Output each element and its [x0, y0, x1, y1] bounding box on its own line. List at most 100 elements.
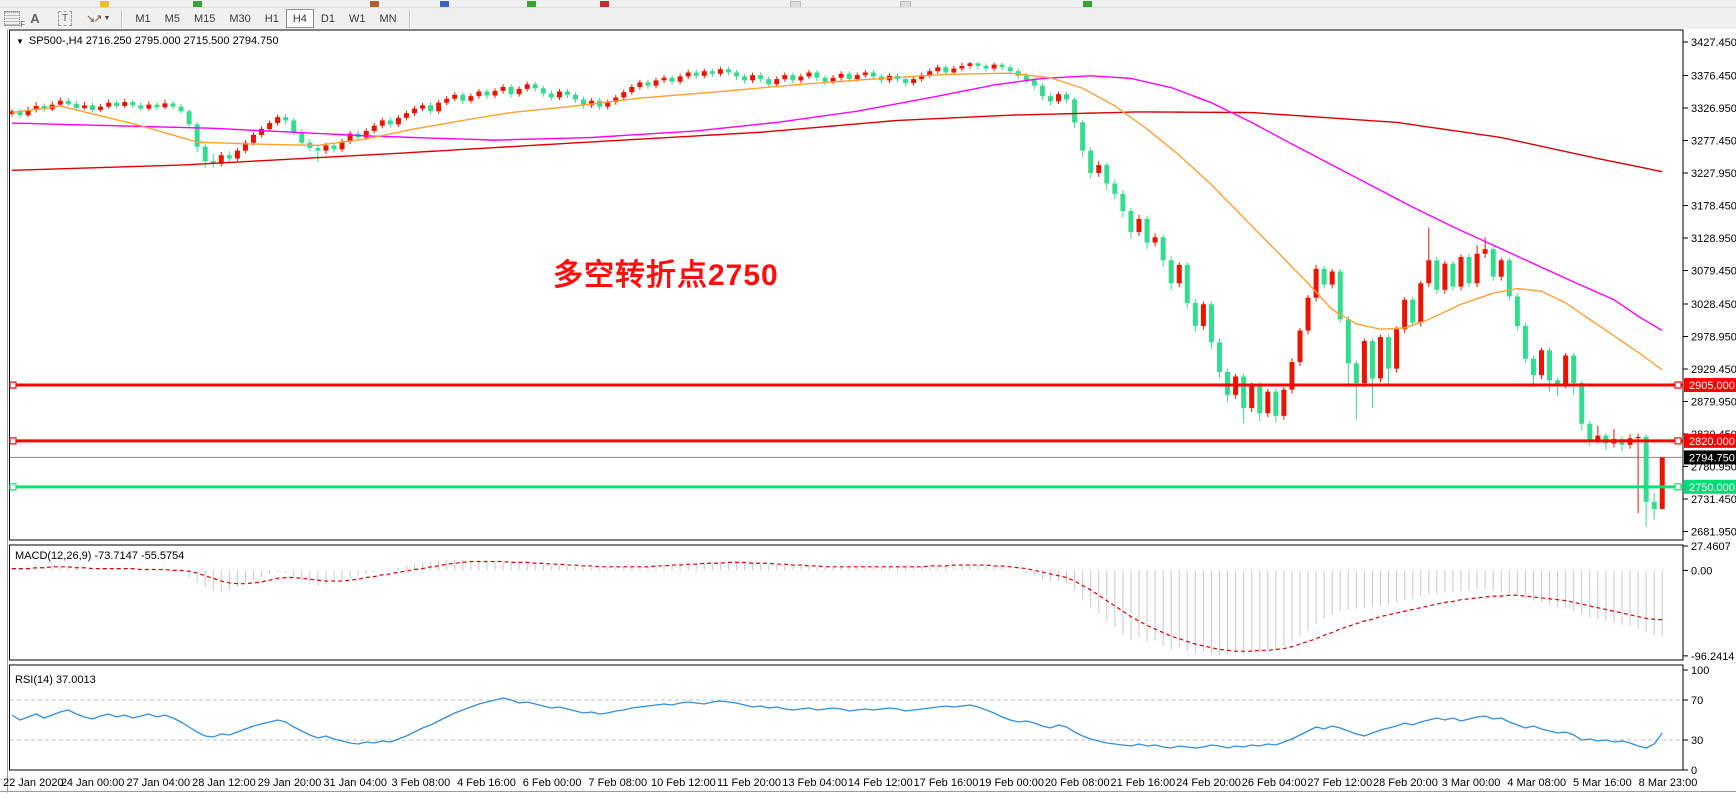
timeframe-button-m1[interactable]: M1	[135, 12, 151, 25]
time-axis-label[interactable]: 3 Mar 00:00	[1442, 777, 1501, 789]
candle-body	[1208, 304, 1214, 343]
time-axis-label[interactable]: 4 Feb 16:00	[457, 777, 516, 789]
price-axis-label: 3277.450	[1691, 135, 1736, 147]
price-axis-label: 2681.950	[1691, 526, 1736, 538]
candle-body	[556, 91, 562, 98]
symbol-dropdown-icon[interactable]: ▼	[16, 37, 24, 46]
hline-handle[interactable]	[9, 437, 17, 445]
time-axis-label[interactable]: 3 Feb 08:00	[391, 777, 450, 789]
candle-body	[540, 88, 546, 94]
time-axis-label[interactable]: 31 Jan 04:00	[323, 777, 387, 789]
time-axis-label[interactable]: 10 Feb 12:00	[651, 777, 716, 789]
time-axis-label[interactable]: 20 Feb 08:00	[1045, 777, 1110, 789]
candle-body	[685, 72, 691, 77]
candle-body	[33, 105, 39, 110]
time-axis-label[interactable]: 8 Mar 23:00	[1639, 777, 1698, 789]
time-axis-label[interactable]: 22 Jan 2020	[3, 777, 64, 789]
candle-body	[1152, 237, 1158, 243]
candle-body	[983, 65, 989, 69]
candle-body	[226, 155, 232, 159]
time-axis-label[interactable]: 28 Feb 20:00	[1373, 777, 1438, 789]
time-axis-label[interactable]: 24 Feb 20:00	[1176, 777, 1241, 789]
candle-body	[1442, 263, 1448, 290]
rsi-line	[11, 697, 1663, 749]
hline-handle[interactable]	[1674, 381, 1682, 389]
hline-handle[interactable]	[9, 381, 17, 389]
candle-body	[991, 64, 997, 69]
candle-body	[1217, 342, 1222, 372]
time-axis-label[interactable]: 28 Jan 12:00	[192, 777, 256, 789]
candle-body	[444, 98, 450, 103]
clipped-icon	[790, 1, 801, 7]
chart-annotation-text[interactable]: 多空转折点2750	[553, 259, 779, 292]
time-axis-label[interactable]: 6 Feb 00:00	[523, 777, 582, 789]
timeframe-button-d1[interactable]: D1	[320, 12, 335, 25]
timeframe-button-h4[interactable]: H4	[285, 9, 314, 28]
timeframe-button-h1[interactable]: H1	[264, 12, 279, 25]
rsi-axis-label: 100	[1691, 665, 1709, 677]
time-axis-label[interactable]: 14 Feb 12:00	[848, 777, 913, 789]
time-axis-label[interactable]: 11 Feb 20:00	[717, 777, 781, 789]
time-axis-label[interactable]: 7 Feb 08:00	[588, 777, 647, 789]
timeframe-button-m5[interactable]: M5	[164, 12, 180, 25]
timeframe-button-w1[interactable]: W1	[348, 12, 366, 25]
price-badge-text: 2905.000	[1689, 380, 1735, 392]
macd-axis-label: -96.2414	[1691, 651, 1734, 663]
text-label-tool-button[interactable]: A	[30, 11, 40, 26]
candle-body	[677, 76, 683, 82]
candle-body	[838, 73, 844, 78]
candle-body	[862, 72, 868, 76]
candle-body	[331, 145, 337, 150]
candle-body	[1587, 423, 1593, 440]
text-box-tool-button[interactable]: T	[51, 9, 79, 28]
time-axis-label[interactable]: 21 Feb 16:00	[1110, 777, 1175, 789]
time-axis-label[interactable]: 29 Jan 20:00	[258, 777, 322, 789]
candle-body	[1369, 341, 1375, 379]
timeframe-button-m30[interactable]: M30	[229, 12, 251, 25]
candle-body	[693, 72, 699, 76]
candle-body	[1072, 99, 1078, 123]
candle-body	[1007, 67, 1013, 72]
candle-body	[1386, 337, 1392, 369]
candle-body	[1434, 260, 1440, 290]
chart-window: 3427.450 3376.450 3326.950 3277.450 3227.950…	[0, 29, 1736, 793]
timeframe-button-m15[interactable]: M15	[193, 12, 216, 25]
macd-plot-frame	[9, 544, 1684, 661]
candle-body	[122, 102, 128, 106]
candle-body	[492, 90, 498, 96]
candle-body	[1241, 376, 1247, 409]
time-axis-label[interactable]: 4 Mar 08:00	[1507, 777, 1566, 789]
candle-body	[613, 97, 619, 103]
main-plot-frame	[9, 29, 1684, 541]
candle-body	[508, 86, 514, 95]
hline-handle[interactable]	[9, 483, 17, 491]
candle-body	[959, 65, 965, 69]
time-axis-label[interactable]: 13 Feb 04:00	[782, 777, 847, 789]
candle-body	[242, 142, 248, 151]
symbol-ohlc-label[interactable]: ▼ SP500-,H4 2716.250 2795.000 2715.500 27…	[16, 35, 279, 47]
time-axis-label[interactable]: 24 Jan 00:00	[61, 777, 125, 789]
hline-handle[interactable]	[1674, 437, 1682, 445]
candle-body	[299, 132, 305, 143]
candle-body	[178, 106, 184, 112]
crosshair-grid-icon[interactable]: F	[4, 11, 25, 29]
candle-body	[1031, 80, 1037, 86]
price-axis-label: 3376.450	[1691, 70, 1736, 82]
time-axis-label[interactable]: 17 Feb 16:00	[914, 777, 979, 789]
candle-body	[186, 111, 192, 125]
candle-body	[194, 124, 200, 147]
time-axis-label[interactable]: 27 Jan 04:00	[126, 777, 190, 789]
candle-body	[1120, 193, 1126, 212]
arrow-objects-button[interactable]: ↘↗ ▼	[81, 9, 115, 28]
chart-canvas[interactable]: 3427.450 3376.450 3326.950 3277.450 3227.950…	[0, 29, 1736, 793]
candle-body	[65, 100, 71, 105]
hline-handle[interactable]	[1674, 483, 1682, 491]
time-axis-label[interactable]: 19 Feb 00:00	[979, 777, 1044, 789]
candle-body	[436, 102, 442, 112]
candle-body	[403, 113, 409, 118]
timeframe-button-mn[interactable]: MN	[379, 12, 397, 25]
time-axis-label[interactable]: 5 Mar 16:00	[1573, 777, 1632, 789]
candle-body	[1265, 391, 1271, 414]
time-axis-label[interactable]: 27 Feb 12:00	[1307, 777, 1372, 789]
time-axis-label[interactable]: 26 Feb 04:00	[1242, 777, 1307, 789]
